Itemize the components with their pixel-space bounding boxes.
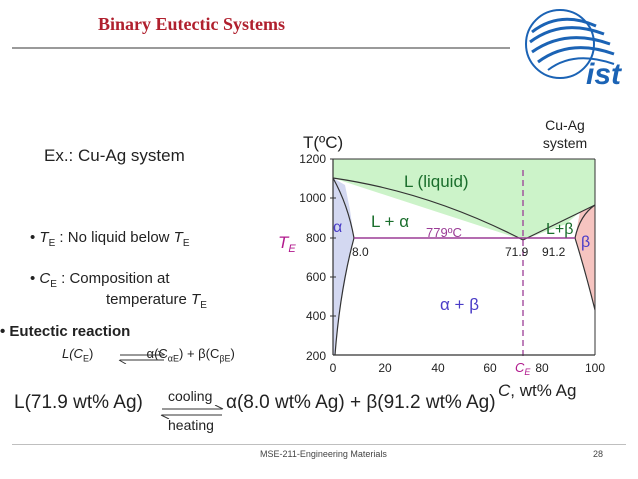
x-tick: 80 [535,361,549,375]
logo-text: ist [586,58,623,90]
eutectic-comp: 71.9 [505,245,529,259]
te-label: TE [278,233,296,255]
x-tick: 20 [378,361,392,375]
y-tick: 800 [306,231,326,245]
page-number: 28 [593,449,604,459]
alpha-region [333,178,354,355]
eutectic-heading: • Eutectic reaction [0,323,131,340]
x-tick: 40 [431,361,445,375]
y-tick: 1000 [299,191,326,205]
y-tick: 1200 [299,152,326,166]
x-axis-label: C, wt% Ag [498,381,576,400]
title-rule [12,47,510,49]
footer-rule [12,444,626,445]
x-tick: 60 [483,361,497,375]
bullet-ce-line2: temperature TE [106,291,207,311]
system-label-2: system [543,135,587,151]
example-label: Ex.: Cu-Ag system [44,146,185,165]
bullet-dot: • [30,270,40,287]
eutectic-temp-label: 779ºC [426,225,462,240]
equilibrium-arrows-small [118,350,166,364]
slide-title: Binary Eutectic Systems [98,14,285,34]
beta-e-comp: 91.2 [542,245,566,259]
y-tick: 600 [306,270,326,284]
beta-label: β [581,234,590,251]
system-label-1: Cu-Ag [545,117,585,133]
ist-logo: ist [525,9,623,90]
l-plus-alpha-label: L + α [371,212,409,231]
x-tick: 100 [585,361,605,375]
liquid-region [333,159,595,240]
phase-diagram: 1200 1000 800 600 400 200 0 20 40 60 80 … [278,117,605,400]
footer-course: MSE-211-Engineering Materials [260,449,387,459]
beta-region [575,205,595,310]
reaction-specific-right: α(8.0 wt% Ag) + β(91.2 wt% Ag) [226,392,496,413]
alpha-plus-beta-label: α + β [440,295,479,314]
y-axis-label: T(ºC) [303,133,343,152]
equilibrium-arrows-large [160,405,224,419]
y-tick: 200 [306,349,326,363]
bullet-te: • TE : No liquid below TE [30,229,190,249]
x-tick: 0 [330,361,337,375]
reaction-general: L(CE) α(CαE) + β(CβE) [62,346,235,364]
heating-label: heating [168,417,214,433]
y-tick: 400 [306,309,326,323]
l-plus-beta-label: L+β [546,221,573,238]
bullet-ce: • CE : Composition at [30,270,170,290]
alpha-e-comp: 8.0 [352,245,369,259]
liquid-label: L (liquid) [404,172,469,191]
cooling-label: cooling [168,388,213,404]
ce-tick-label: CE [515,360,531,377]
alpha-label: α [333,219,342,236]
bullet-dot: • [30,229,40,246]
reaction-specific-left: L(71.9 wt% Ag) [14,392,143,413]
